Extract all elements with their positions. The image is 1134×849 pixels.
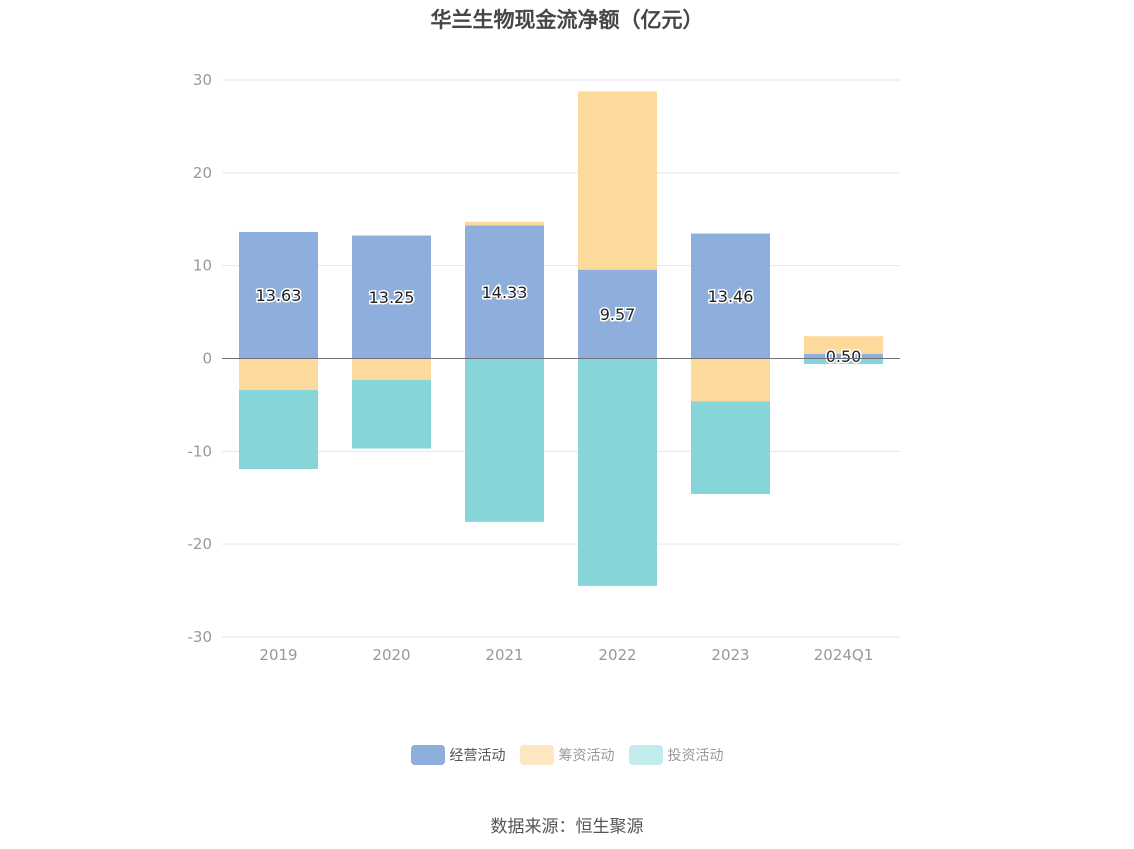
legend-swatch-operating: [410, 745, 445, 765]
data-label: 14.33: [482, 283, 528, 302]
data-source: 数据来源：恒生聚源: [490, 817, 644, 837]
bar-segment[interactable]: [465, 225, 544, 359]
bar-segment[interactable]: [804, 336, 883, 354]
y-tick-label: 10: [193, 257, 212, 275]
data-label: 13.46: [708, 287, 754, 306]
bar-segment[interactable]: [578, 91, 657, 270]
x-tick-label: 2024Q1: [814, 646, 874, 664]
y-tick-label: 20: [193, 164, 212, 182]
bar-segment[interactable]: [804, 353, 883, 359]
y-tick-label: -30: [188, 628, 213, 646]
data-label: 0.50: [826, 347, 862, 366]
bar-segment[interactable]: [578, 358, 657, 586]
bar-segment[interactable]: [352, 379, 431, 449]
bar-segment[interactable]: [578, 269, 657, 359]
label-layer: 13.63 13.25 14.33 9.57 13.46 0.50: [254, 281, 863, 367]
bar-segment[interactable]: [239, 358, 318, 391]
bar-segment[interactable]: [239, 390, 318, 469]
chart-title: 华兰生物现金流净额（亿元）: [430, 8, 704, 32]
bar-segment[interactable]: [691, 401, 770, 495]
legend-swatch-investing: [628, 745, 663, 765]
bar-segment[interactable]: [691, 233, 770, 359]
legend-item-operating[interactable]: 经营活动: [410, 745, 506, 765]
x-tick-label: 2022: [598, 646, 636, 664]
x-tick-label: 2023: [711, 646, 749, 664]
legend-label-operating: 经营活动: [449, 748, 506, 764]
bar-segment[interactable]: [465, 358, 544, 522]
bar-segment[interactable]: [465, 221, 544, 226]
legend-item-investing[interactable]: 投资活动: [628, 745, 724, 765]
y-tick-label: 30: [193, 71, 212, 89]
bar-layer: [239, 91, 883, 586]
y-tick-label: 0: [202, 350, 212, 368]
legend: 经营活动 筹资活动 投资活动: [0, 745, 1134, 765]
bar-segment[interactable]: [239, 231, 318, 359]
bar-segment[interactable]: [804, 358, 883, 365]
axis-layer: 30 20 10 0 -10 -20 -30 2019 2020 2021 2022 2023 2024…: [188, 71, 900, 664]
data-label: 9.57: [600, 305, 636, 324]
x-tick-label: 2021: [485, 646, 523, 664]
y-tick-label: -10: [188, 442, 213, 460]
legend-swatch-financing: [519, 745, 554, 765]
x-tick-label: 2020: [372, 646, 410, 664]
y-tick-label: -20: [188, 535, 213, 553]
bar-segment[interactable]: [352, 358, 431, 380]
bar-segment[interactable]: [352, 235, 431, 359]
data-label: 13.63: [256, 286, 302, 305]
legend-item-financing[interactable]: 筹资活动: [519, 745, 615, 765]
x-tick-label: 2019: [259, 646, 297, 664]
data-label: 13.25: [369, 288, 415, 307]
bar-segment[interactable]: [691, 358, 770, 402]
legend-label-financing: 筹资活动: [558, 748, 615, 764]
legend-label-investing: 投资活动: [667, 748, 724, 764]
